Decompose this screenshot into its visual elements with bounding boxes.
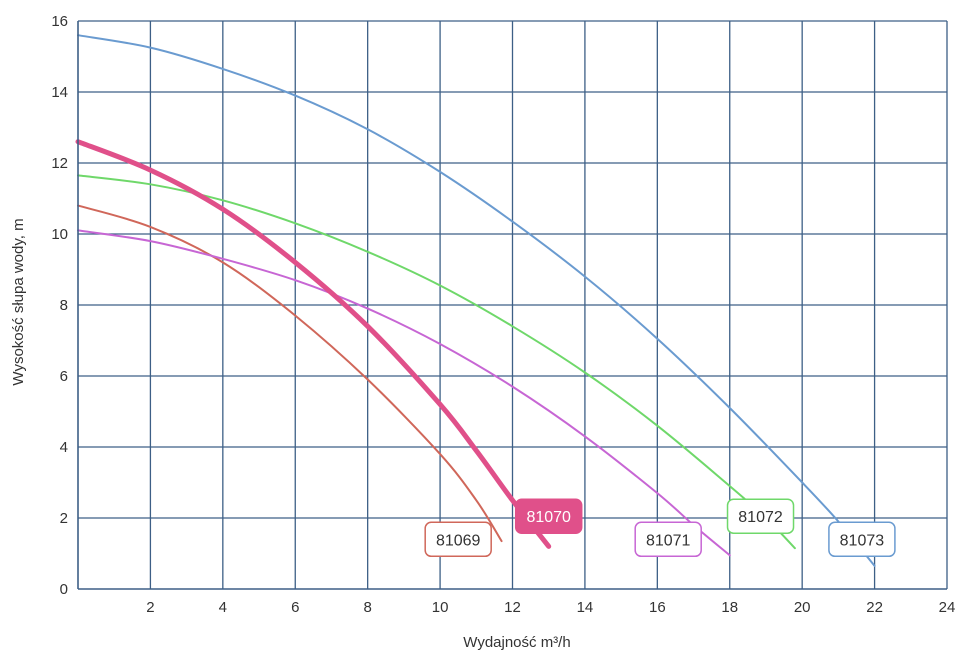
series-label-box — [828, 521, 896, 558]
x-tick-label: 22 — [866, 599, 883, 616]
series-label-text: 81073 — [840, 532, 885, 549]
x-tick-label: 18 — [721, 599, 738, 616]
y-tick-label: 4 — [60, 439, 68, 456]
x-tick-label: 2 — [146, 599, 154, 616]
y-tick-label: 16 — [51, 13, 68, 30]
y-tick-label: 2 — [60, 510, 68, 527]
x-tick-label: 24 — [939, 599, 956, 616]
series-label-81070: 81070 — [514, 498, 583, 534]
axes — [77, 21, 947, 590]
series-line-81073 — [77, 34, 876, 567]
x-tick-label: 8 — [363, 599, 371, 616]
grid — [78, 20, 948, 589]
x-tick-label: 10 — [432, 599, 449, 616]
series-label-box — [634, 521, 702, 558]
series-label-text: 81072 — [738, 509, 783, 526]
curves — [75, 34, 876, 567]
series-label-81071: 81071 — [634, 521, 702, 558]
series-line-81069 — [77, 204, 503, 543]
y-axis-title: Wysokość słupa wody, m — [10, 218, 27, 385]
x-tick-label: 4 — [219, 599, 227, 616]
series-label-text: 81069 — [436, 532, 481, 549]
series-label-text: 81071 — [646, 532, 691, 549]
series-labels: 81069 81070 81071 81072 81073 — [424, 498, 896, 558]
y-tick-label: 14 — [51, 84, 68, 101]
x-tick-label: 12 — [504, 599, 521, 616]
y-tick-label: 8 — [60, 297, 68, 314]
series-line-81072 — [77, 174, 796, 550]
x-tick-label: 20 — [794, 599, 811, 616]
series-label-box — [424, 521, 492, 558]
series-line-81071 — [77, 229, 731, 557]
x-tick-label: 16 — [649, 599, 666, 616]
series-label-text: 81070 — [526, 509, 571, 526]
series-line-81070 — [75, 139, 552, 549]
y-tick-label: 6 — [60, 368, 68, 385]
x-tick-label: 6 — [291, 599, 299, 616]
series-label-81069: 81069 — [424, 521, 492, 558]
series-label-box — [514, 498, 583, 534]
y-tick-label: 10 — [51, 226, 68, 243]
series-label-81073: 81073 — [828, 521, 896, 558]
series-label-box — [726, 498, 795, 534]
y-tick-label: 12 — [51, 155, 68, 172]
x-tick-label: 14 — [577, 599, 594, 616]
series-label-81072: 81072 — [726, 498, 795, 534]
x-axis-title: Wydajność m³/h — [463, 634, 570, 651]
y-tick-label: 0 — [60, 581, 68, 598]
